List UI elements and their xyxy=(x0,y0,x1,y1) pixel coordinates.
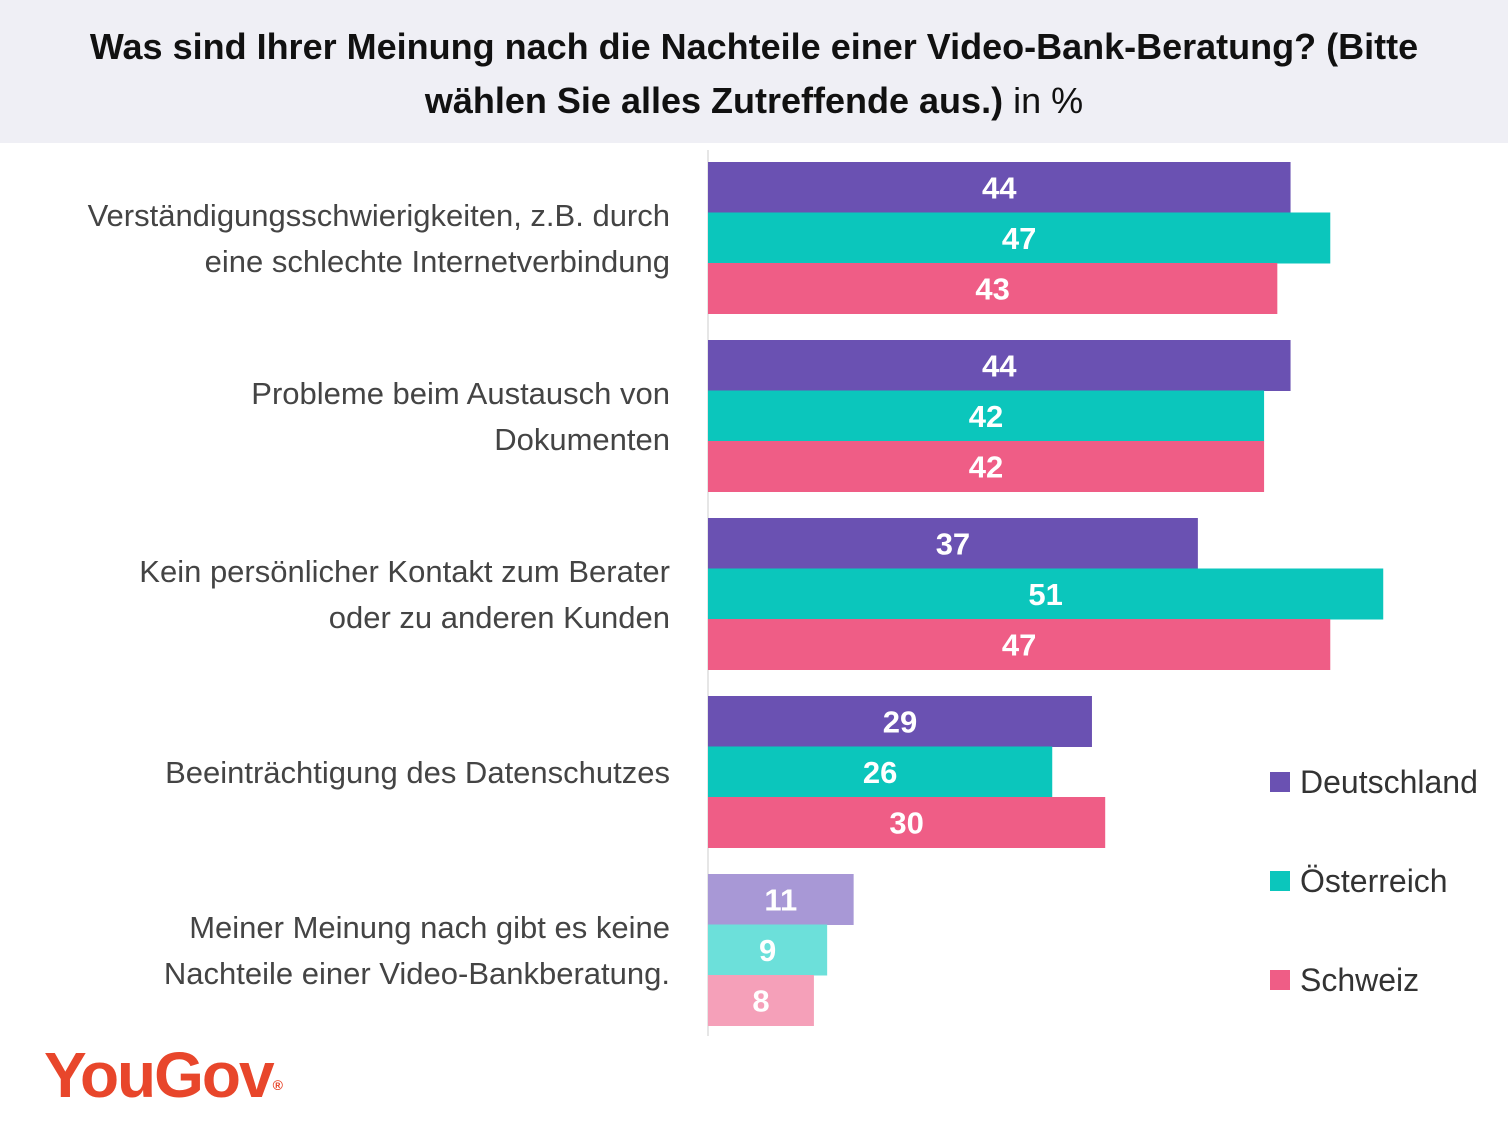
category-label-2: Probleme beim Austausch von xyxy=(251,376,670,411)
logo-text: YouGov xyxy=(44,1039,275,1111)
bar-oesterreich-2 xyxy=(708,390,1265,442)
data-label-deutschland-3: 37 xyxy=(936,526,970,561)
bar-oesterreich-3 xyxy=(708,568,1384,620)
category-label-1: eine schlechte Internetverbindung xyxy=(205,244,670,279)
data-label-oesterreich-1: 47 xyxy=(1002,221,1036,256)
data-label-oesterreich-3: 51 xyxy=(1028,577,1062,612)
legend-swatch-deutschland xyxy=(1270,772,1290,792)
category-label-3: Kein persönlicher Kontakt zum Berater xyxy=(139,554,670,589)
bar-schweiz-5 xyxy=(708,975,814,1026)
bar-oesterreich-1 xyxy=(708,212,1331,264)
data-label-schweiz-4: 30 xyxy=(889,805,923,840)
chart-header xyxy=(0,0,1508,143)
data-label-oesterreich-5: 9 xyxy=(759,933,776,968)
bar-deutschland-2 xyxy=(708,340,1291,391)
category-label-2: Dokumenten xyxy=(494,422,670,457)
data-label-schweiz-2: 42 xyxy=(969,449,1003,484)
logo-registered-mark: ® xyxy=(272,1077,283,1093)
data-label-oesterreich-4: 26 xyxy=(863,755,897,790)
title-unit: in % xyxy=(1013,80,1084,121)
yougov-logo: YouGov® xyxy=(44,1040,283,1110)
chart-title: Was sind Ihrer Meinung nach die Nachteil… xyxy=(60,20,1448,128)
title-text: Was sind Ihrer Meinung nach die Nachteil… xyxy=(89,26,1419,121)
data-label-deutschland-5: 11 xyxy=(764,882,797,917)
data-label-schweiz-5: 8 xyxy=(752,983,769,1018)
legend-swatch-schweiz xyxy=(1270,970,1290,990)
legend-item-schweiz: Schweiz xyxy=(1268,958,1508,998)
data-label-deutschland-4: 29 xyxy=(883,704,917,739)
category-label-3: oder zu anderen Kunden xyxy=(329,600,670,635)
legend-swatch-oesterreich xyxy=(1270,871,1290,891)
bar-oesterreich-4 xyxy=(708,746,1053,798)
data-label-oesterreich-2: 42 xyxy=(969,399,1003,434)
bar-deutschland-3 xyxy=(708,518,1198,569)
bar-schweiz-4 xyxy=(708,797,1106,848)
bar-schweiz-3 xyxy=(708,619,1331,670)
legend-label-deutschland: Deutschland xyxy=(1300,764,1478,800)
data-label-schweiz-3: 47 xyxy=(1002,627,1036,662)
category-label-1: Verständigungsschwierigkeiten, z.B. durc… xyxy=(88,198,670,233)
bar-schweiz-2 xyxy=(708,441,1265,492)
bar-oesterreich-5 xyxy=(708,924,828,976)
legend-label-oesterreich: Österreich xyxy=(1300,863,1448,899)
data-label-schweiz-1: 43 xyxy=(975,271,1009,306)
bar-deutschland-4 xyxy=(708,696,1092,747)
legend-item-oesterreich: Österreich xyxy=(1268,859,1508,899)
bar-deutschland-5 xyxy=(708,874,854,925)
legend-label-schweiz: Schweiz xyxy=(1300,962,1420,998)
category-label-5: Nachteile einer Video-Bankberatung. xyxy=(164,956,670,991)
bar-schweiz-1 xyxy=(708,263,1278,314)
legend-item-deutschland: Deutschland xyxy=(1268,760,1508,800)
data-label-deutschland-1: 44 xyxy=(982,170,1017,205)
data-label-deutschland-2: 44 xyxy=(982,348,1017,383)
category-label-4: Beeinträchtigung des Datenschutzes xyxy=(165,755,670,790)
category-label-5: Meiner Meinung nach gibt es keine xyxy=(189,910,670,945)
bar-deutschland-1 xyxy=(708,162,1291,213)
